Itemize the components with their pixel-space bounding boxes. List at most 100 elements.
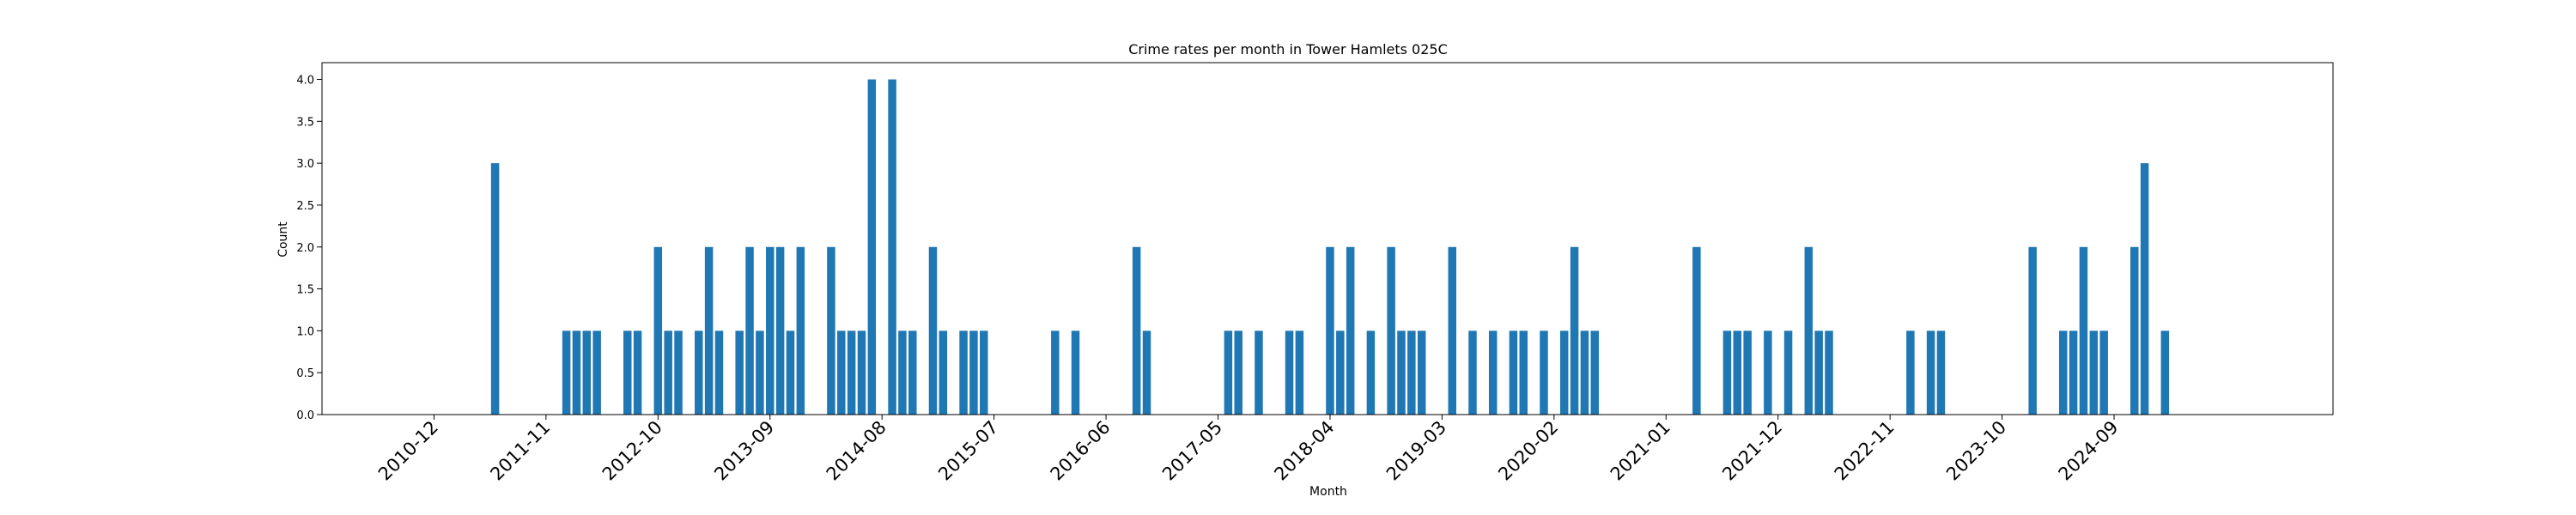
- x-tick-label: 2024-09: [2055, 417, 2123, 485]
- bar: [1132, 246, 1141, 415]
- bar: [582, 330, 592, 415]
- bar: [1926, 330, 1935, 415]
- bar: [857, 330, 866, 415]
- bar: [1825, 330, 1833, 415]
- bar: [898, 330, 907, 415]
- y-axis-label: Count: [276, 221, 290, 258]
- bar: [766, 246, 775, 415]
- bar: [1234, 330, 1242, 415]
- bar: [786, 330, 795, 415]
- bar: [592, 330, 601, 415]
- bar: [1590, 330, 1600, 415]
- y-tick-label: 3.0: [296, 158, 314, 171]
- bar: [1764, 330, 1772, 415]
- bar: [1722, 330, 1732, 415]
- y-tick-label: 2.0: [296, 242, 314, 255]
- bar: [1326, 246, 1334, 415]
- bar: [1692, 246, 1701, 415]
- x-tick-label: 2018-04: [1270, 417, 1338, 485]
- bar: [695, 330, 703, 415]
- bar: [1366, 330, 1376, 415]
- bar: [1407, 330, 1416, 415]
- bar: [1142, 330, 1151, 415]
- y-tick-label: 1.5: [296, 284, 314, 297]
- bar: [1071, 330, 1080, 415]
- bar: [928, 246, 938, 415]
- y-tick-label: 4.0: [296, 75, 314, 88]
- bar: [664, 330, 672, 415]
- bar: [2099, 330, 2108, 415]
- x-tick-label: 2013-09: [710, 417, 778, 485]
- bar: [1336, 330, 1345, 415]
- x-tick-label: 2019-03: [1382, 417, 1450, 485]
- bar: [1387, 246, 1395, 415]
- x-tick-label: 2012-10: [598, 417, 666, 485]
- x-tick-label: 2011-11: [486, 417, 554, 485]
- bar: [2069, 330, 2078, 415]
- bar: [756, 330, 764, 415]
- x-tick-label: 2021-12: [1718, 417, 1786, 485]
- y-axis: 0.0 0.5 1.0 1.5 2.0 2.5 3.0 3.5 4.0: [296, 75, 322, 422]
- bar: [1448, 246, 1457, 415]
- bar: [980, 330, 988, 415]
- bar: [1285, 330, 1294, 415]
- bar: [1255, 330, 1263, 415]
- x-tick-label: 2022-11: [1831, 417, 1899, 485]
- bar: [1936, 330, 1946, 415]
- bar: [1804, 246, 1814, 415]
- bars-group: [490, 79, 2170, 415]
- bar: [1519, 330, 1528, 415]
- y-tick-label: 1.0: [296, 325, 314, 338]
- bar: [1570, 246, 1579, 415]
- bar: [1743, 330, 1752, 415]
- bar: [1346, 246, 1355, 415]
- bar: [1783, 330, 1793, 415]
- bar: [837, 330, 846, 415]
- bar: [1733, 330, 1742, 415]
- bar: [2059, 330, 2068, 415]
- bar: [1906, 330, 1915, 415]
- bar: [867, 79, 877, 415]
- bar: [704, 246, 714, 415]
- x-tick-label: 2010-12: [374, 417, 442, 485]
- x-axis: 2010-12 2011-11 2012-10 2013-09 2014-08 2015-…: [374, 415, 2123, 485]
- bar: [1468, 330, 1477, 415]
- bar: [745, 246, 754, 415]
- x-tick-label: 2016-06: [1047, 417, 1115, 485]
- y-tick-label: 2.5: [296, 200, 314, 213]
- bar: [1397, 330, 1406, 415]
- bar: [1051, 330, 1060, 415]
- bar: [562, 330, 571, 415]
- bar: [2160, 330, 2170, 415]
- bar: [1224, 330, 1233, 415]
- bar: [969, 330, 978, 415]
- bar: [735, 330, 744, 415]
- bar: [1814, 330, 1823, 415]
- bar: [959, 330, 968, 415]
- chart-title: Crime rates per month in Tower Hamlets 0…: [1128, 41, 1448, 58]
- bar: [827, 246, 835, 415]
- bar: [674, 330, 683, 415]
- bar: [623, 330, 632, 415]
- bar: [2130, 246, 2139, 415]
- bar: [653, 246, 663, 415]
- bar: [939, 330, 948, 415]
- bar: [1295, 330, 1304, 415]
- x-tick-label: 2023-10: [1942, 417, 2010, 485]
- bar: [1580, 330, 1589, 415]
- bar: [1540, 330, 1548, 415]
- y-tick-label: 0.0: [296, 409, 314, 422]
- bar: [572, 330, 581, 415]
- bar: [888, 79, 896, 415]
- y-tick-label: 3.5: [296, 116, 314, 129]
- bar: [796, 246, 805, 415]
- bar: [2140, 163, 2149, 415]
- bar: [633, 330, 642, 415]
- x-tick-label: 2014-08: [823, 417, 890, 485]
- bar: [1488, 330, 1498, 415]
- bar: [1417, 330, 1426, 415]
- x-tick-label: 2020-02: [1494, 417, 1562, 485]
- bar: [847, 330, 856, 415]
- x-tick-label: 2017-05: [1158, 417, 1226, 485]
